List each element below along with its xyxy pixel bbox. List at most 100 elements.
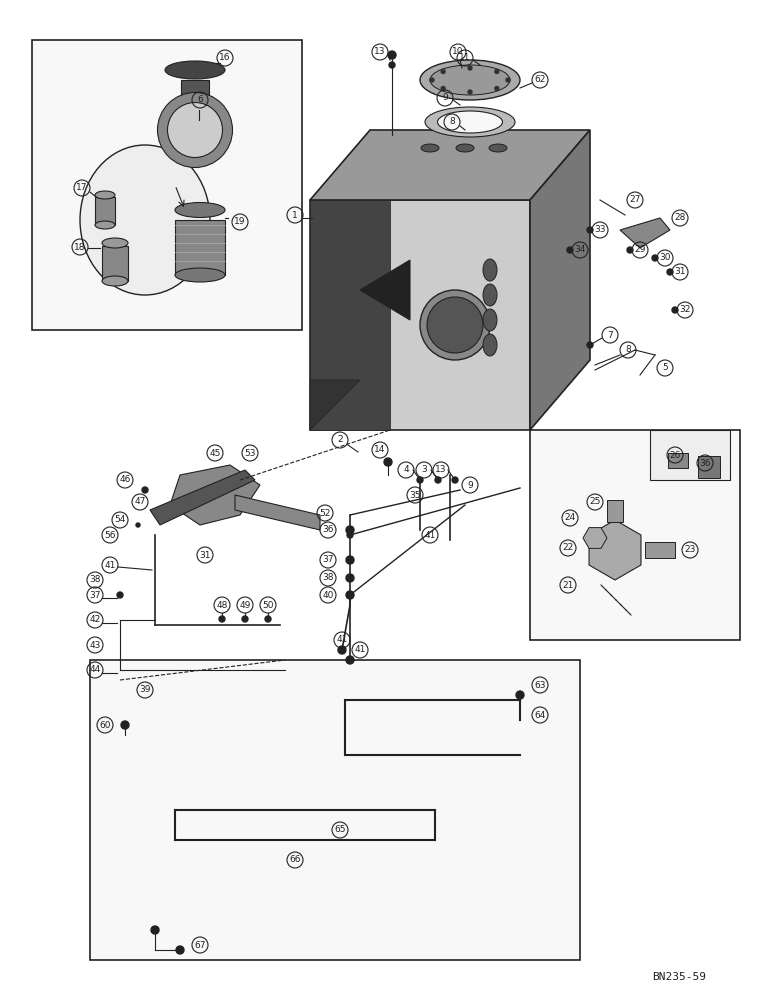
Text: 36: 36 <box>322 526 334 534</box>
Text: 41: 41 <box>354 646 366 654</box>
Text: 39: 39 <box>139 686 151 694</box>
Bar <box>607 500 623 522</box>
Ellipse shape <box>483 259 497 281</box>
Circle shape <box>441 70 445 74</box>
Circle shape <box>151 926 159 934</box>
Ellipse shape <box>483 284 497 306</box>
Circle shape <box>338 646 346 654</box>
Circle shape <box>219 616 225 622</box>
Text: 26: 26 <box>669 450 681 460</box>
Circle shape <box>347 532 353 538</box>
Circle shape <box>420 290 490 360</box>
Text: 32: 32 <box>679 306 691 314</box>
Circle shape <box>587 342 593 348</box>
Text: 56: 56 <box>104 530 116 540</box>
Text: BN235-59: BN235-59 <box>652 972 706 982</box>
Circle shape <box>495 70 499 74</box>
Text: 37: 37 <box>90 590 101 599</box>
Circle shape <box>389 62 395 68</box>
Bar <box>645 542 675 558</box>
Text: 65: 65 <box>334 826 346 834</box>
Text: 33: 33 <box>594 226 606 234</box>
Text: 43: 43 <box>90 641 100 650</box>
Circle shape <box>495 86 499 90</box>
Text: 42: 42 <box>90 615 100 624</box>
Circle shape <box>265 616 271 622</box>
Circle shape <box>417 477 423 483</box>
Text: 21: 21 <box>562 580 574 589</box>
Text: 53: 53 <box>244 448 256 458</box>
Text: 50: 50 <box>262 600 274 609</box>
Text: 36: 36 <box>699 458 711 468</box>
Circle shape <box>384 458 392 466</box>
Polygon shape <box>170 465 260 525</box>
Text: 40: 40 <box>323 590 334 599</box>
Ellipse shape <box>421 144 439 152</box>
Text: 5: 5 <box>662 363 668 372</box>
Polygon shape <box>360 260 410 320</box>
Ellipse shape <box>175 268 225 282</box>
Text: 31: 31 <box>674 267 686 276</box>
Ellipse shape <box>483 309 497 331</box>
Text: 35: 35 <box>409 490 421 499</box>
Text: 6: 6 <box>197 96 203 104</box>
Text: 22: 22 <box>562 544 574 552</box>
Circle shape <box>427 297 483 353</box>
Ellipse shape <box>80 145 210 295</box>
Bar <box>530 430 740 640</box>
Circle shape <box>346 574 354 582</box>
Text: 24: 24 <box>564 514 576 522</box>
Text: 14: 14 <box>374 446 386 454</box>
Ellipse shape <box>95 221 115 229</box>
Bar <box>90 660 580 960</box>
Text: 41: 41 <box>104 560 116 570</box>
Circle shape <box>652 255 658 261</box>
Text: 18: 18 <box>74 242 86 251</box>
Text: 8: 8 <box>625 346 631 355</box>
Text: 34: 34 <box>574 245 586 254</box>
Circle shape <box>346 591 354 599</box>
Polygon shape <box>583 528 607 548</box>
Text: 64: 64 <box>534 710 546 720</box>
Text: 2: 2 <box>337 436 343 444</box>
Polygon shape <box>310 380 360 430</box>
Ellipse shape <box>102 276 128 286</box>
Text: 67: 67 <box>195 940 206 950</box>
Polygon shape <box>310 200 390 430</box>
Text: 27: 27 <box>629 196 641 205</box>
Circle shape <box>441 86 445 90</box>
Circle shape <box>346 556 354 564</box>
Circle shape <box>506 78 510 82</box>
Text: 25: 25 <box>589 497 601 506</box>
Bar <box>95 197 115 225</box>
Bar <box>181 80 209 110</box>
Ellipse shape <box>456 144 474 152</box>
Bar <box>650 430 730 480</box>
Ellipse shape <box>489 144 507 152</box>
Ellipse shape <box>483 334 497 356</box>
Text: 1: 1 <box>292 211 298 220</box>
Text: 38: 38 <box>322 574 334 582</box>
Circle shape <box>627 247 633 253</box>
Ellipse shape <box>425 107 515 137</box>
Circle shape <box>346 656 354 664</box>
Polygon shape <box>235 495 320 530</box>
Bar <box>698 456 720 478</box>
Circle shape <box>142 487 148 493</box>
Text: 37: 37 <box>322 556 334 564</box>
Bar <box>32 40 302 330</box>
Text: 4: 4 <box>403 466 409 475</box>
Text: 7: 7 <box>607 330 613 340</box>
Text: 41: 41 <box>425 530 435 540</box>
Ellipse shape <box>165 61 225 79</box>
Text: 60: 60 <box>100 720 110 730</box>
Text: 9: 9 <box>467 481 473 489</box>
Text: 47: 47 <box>134 497 146 506</box>
Circle shape <box>346 526 354 534</box>
Circle shape <box>136 523 140 527</box>
Circle shape <box>567 247 573 253</box>
Text: 62: 62 <box>534 76 546 85</box>
Circle shape <box>176 946 184 954</box>
Polygon shape <box>150 470 255 525</box>
Text: 10: 10 <box>452 47 464 56</box>
